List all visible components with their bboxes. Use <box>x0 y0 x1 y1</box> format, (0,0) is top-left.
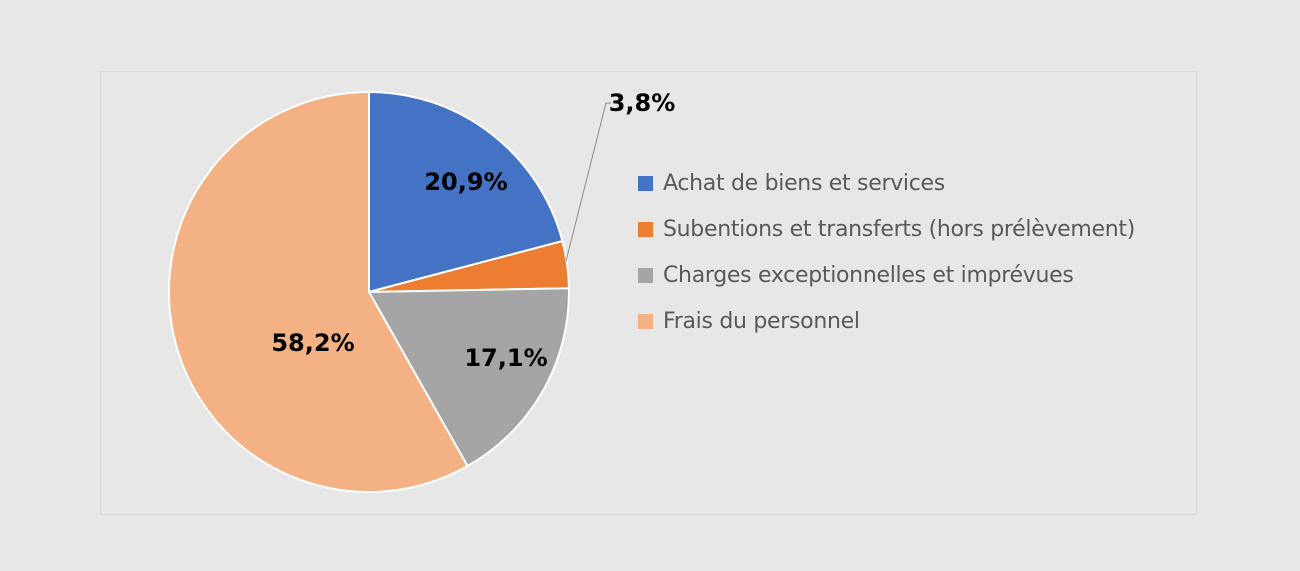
legend-label-subentions: Subentions et transferts (hors prélèveme… <box>663 216 1136 242</box>
data-label-charges: 17,1% <box>464 344 547 372</box>
legend: Achat de biens et services Subentions et… <box>638 160 1135 344</box>
data-label-subentions: 3,8% <box>609 89 676 117</box>
pie-slice-achat <box>368 90 564 294</box>
legend-swatch-achat <box>638 175 653 191</box>
chart-area: 20,9% 3,8% 17,1% 58,2% Achat de biens et se… <box>100 71 1197 515</box>
legend-label-charges: Charges exceptionnelles et imprévues <box>663 262 1074 288</box>
legend-swatch-charges <box>638 267 653 283</box>
legend-item-charges: Charges exceptionnelles et imprévues <box>638 252 1135 298</box>
leader-line <box>565 102 611 262</box>
legend-label-frais: Frais du personnel <box>663 308 860 334</box>
legend-item-frais: Frais du personnel <box>638 298 1135 344</box>
legend-item-achat: Achat de biens et services <box>638 160 1135 206</box>
data-label-frais: 58,2% <box>271 329 354 357</box>
pie-slice-frais <box>168 90 469 493</box>
pie-chart: 20,9% 3,8% 17,1% 58,2% <box>168 89 676 493</box>
legend-swatch-subentions <box>638 221 653 237</box>
pie-slice-charges <box>367 287 570 468</box>
legend-swatch-frais <box>638 313 653 329</box>
legend-item-subentions: Subentions et transferts (hors prélèveme… <box>638 206 1135 252</box>
legend-label-achat: Achat de biens et services <box>663 170 945 196</box>
data-label-achat: 20,9% <box>424 168 507 196</box>
